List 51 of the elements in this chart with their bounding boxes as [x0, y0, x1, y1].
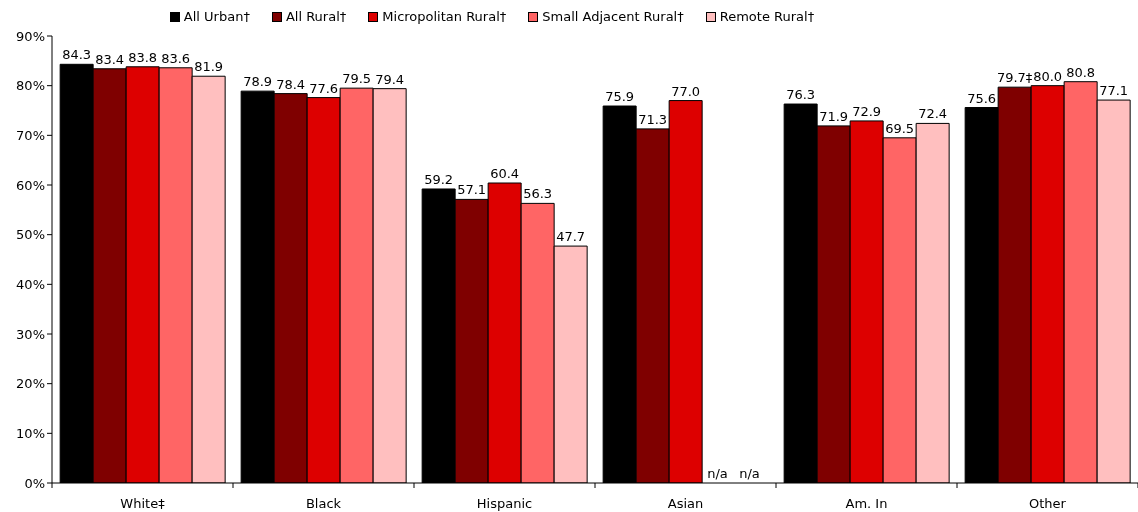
data-label: 80.0: [1033, 68, 1063, 84]
data-label: 59.2: [424, 171, 454, 187]
x-tick-label: Hispanic: [476, 496, 533, 511]
y-tick-label: 50%: [16, 227, 45, 243]
x-tick-label: Other: [1029, 496, 1067, 511]
data-label: 77.1: [1099, 83, 1129, 99]
y-tick-label: 40%: [16, 276, 45, 292]
y-tick-label: 20%: [16, 376, 45, 392]
data-label: 79.5: [342, 71, 372, 87]
x-tick-label: White‡: [120, 496, 166, 511]
data-label: 80.8: [1066, 64, 1096, 80]
data-label: 81.9: [194, 59, 224, 75]
data-label: 78.9: [243, 74, 273, 90]
x-tick-label: Asian: [667, 496, 704, 511]
legend-label: Remote Rural†: [718, 9, 815, 24]
data-label: 77.6: [309, 80, 339, 96]
y-tick-label: 30%: [16, 326, 45, 342]
data-label: 47.7: [556, 229, 586, 245]
text: n/a: [707, 466, 728, 481]
data-label: 84.3: [62, 47, 92, 63]
data-label: 71.3: [638, 111, 668, 127]
data-label: 79.4: [375, 71, 405, 87]
legend-label: Small Adjacent Rural†: [541, 9, 684, 24]
text: n/a: [739, 466, 760, 481]
data-label: 83.4: [95, 51, 125, 67]
y-tick-label: 0%: [24, 475, 45, 491]
data-label: 69.5: [885, 120, 915, 136]
y-tick-label: 80%: [16, 78, 45, 94]
y-tick-label: 10%: [16, 425, 45, 441]
data-label: 57.1: [457, 182, 487, 198]
data-label: 75.6: [967, 90, 997, 106]
y-tick-label: 60%: [16, 177, 45, 193]
data-label: 71.9: [819, 108, 849, 124]
data-label: 72.4: [918, 106, 948, 122]
data-label: 79.7‡: [996, 70, 1033, 86]
data-label: 78.4: [276, 76, 306, 92]
legend-label: All Rural†: [284, 9, 347, 24]
data-label: 72.9: [852, 103, 882, 119]
data-label: 77.0: [671, 83, 701, 99]
data-label: 83.6: [161, 50, 191, 66]
y-tick-label: 90%: [16, 28, 45, 44]
data-label: 60.4: [490, 166, 520, 182]
legend-label: Micropolitan Rural†: [381, 9, 507, 24]
data-label: 75.9: [605, 89, 635, 105]
data-label: 83.8: [128, 49, 158, 65]
x-tick-label: Black: [305, 496, 342, 511]
y-tick-label: 70%: [16, 127, 45, 143]
legend-label: All Urban†: [182, 9, 250, 24]
data-label: 76.3: [786, 87, 816, 103]
data-label: 56.3: [523, 186, 553, 202]
x-tick-label: Am. In: [845, 496, 888, 511]
